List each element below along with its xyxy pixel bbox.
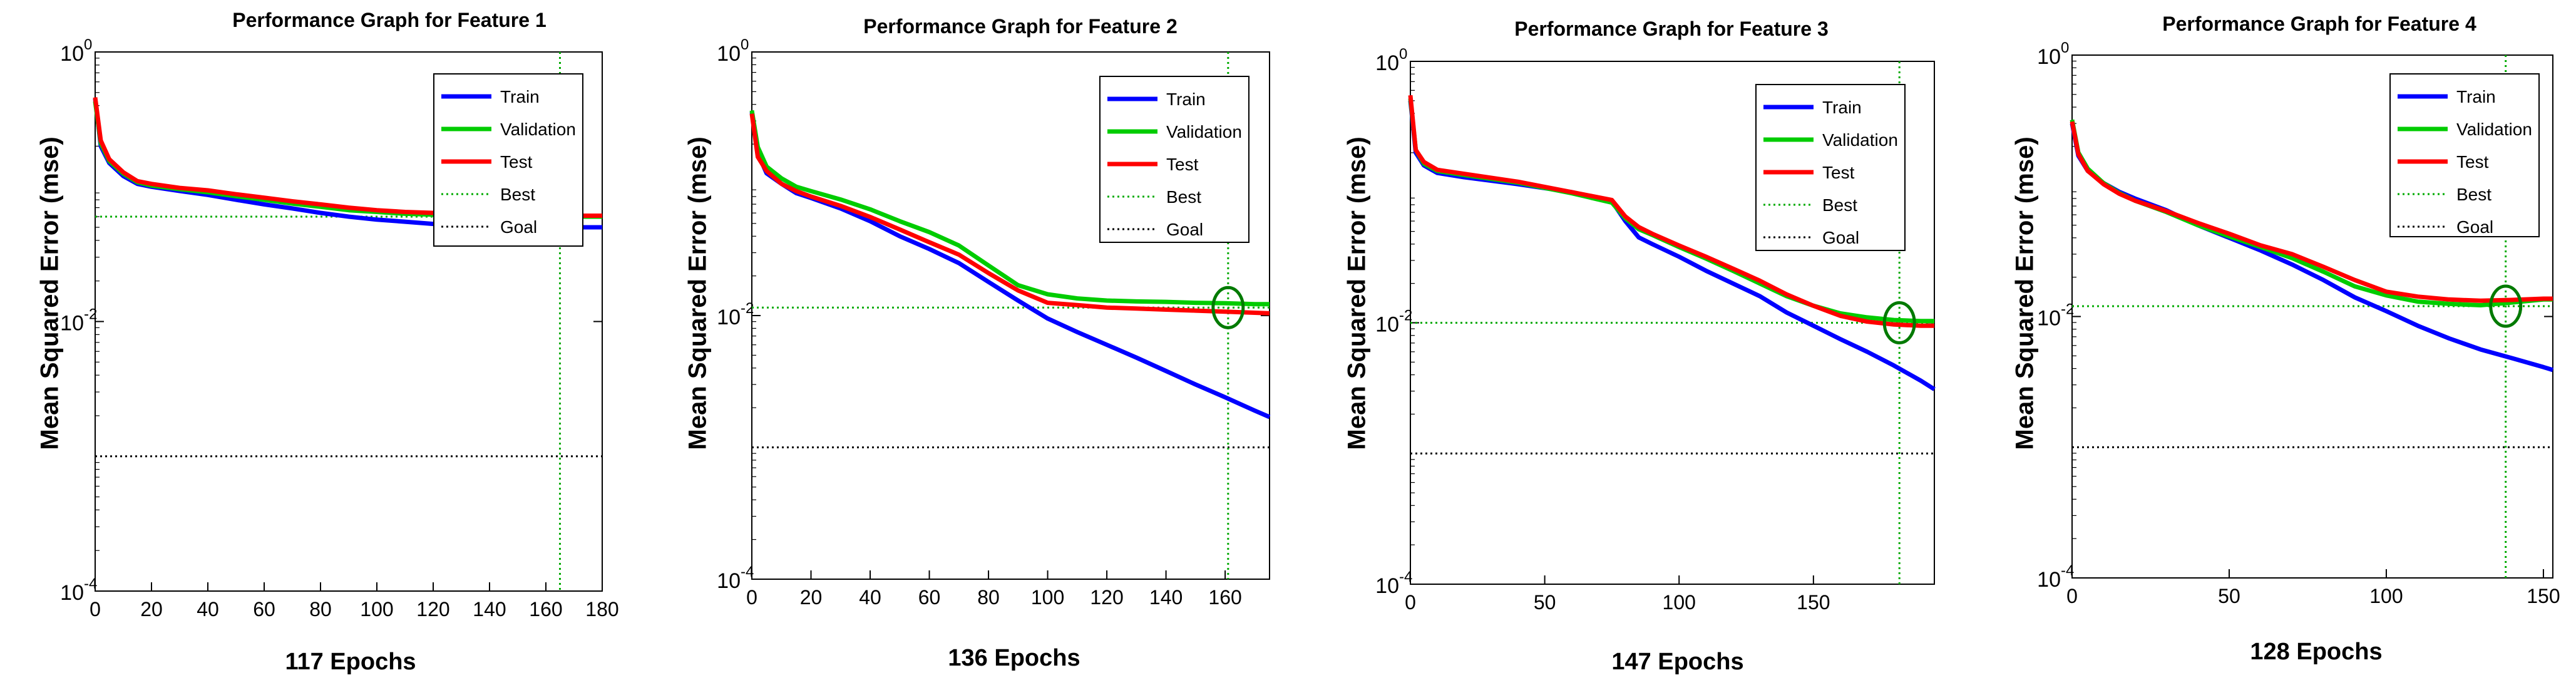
chart-2-legend-label-test: Test [1166, 155, 1199, 174]
chart-2-xtick-label: 140 [1149, 586, 1183, 609]
chart-2-xtick-label: 0 [746, 586, 757, 609]
chart-2-ytick-exponent: 0 [741, 36, 749, 53]
chart-3-ytick-exponent: -4 [1399, 569, 1412, 585]
chart-2-xtick-label: 100 [1031, 586, 1064, 609]
chart-4-title: Performance Graph for Feature 4 [2162, 13, 2476, 35]
chart-3-legend-label-train: Train [1822, 98, 1862, 117]
chart-1-xtick-label: 0 [90, 598, 101, 620]
chart-2-legend [1099, 76, 1250, 243]
chart-1-xtick-label: 140 [473, 598, 506, 620]
chart-1-xtick-label: 60 [253, 598, 275, 620]
chart-4-xtick-label: 0 [2066, 585, 2078, 607]
chart-2-legend-label-best: Best [1166, 187, 1201, 207]
chart-1-xtick-label: 120 [416, 598, 449, 620]
chart-3-ylabel: Mean Squared Error (mse) [1343, 136, 1371, 450]
chart-2-legend-label-validation: Validation [1166, 122, 1242, 142]
chart-3-ytick-label: 10 [1375, 51, 1399, 75]
chart-4-xtick-label: 100 [2369, 585, 2403, 607]
chart-3-ytick-label: 10 [1375, 574, 1399, 598]
chart-2-xtick-label: 80 [977, 586, 1000, 609]
chart-2-xtick-label: 120 [1090, 586, 1123, 609]
chart-2-ytick-exponent: -2 [741, 300, 754, 317]
chart-2-best-marker [1211, 286, 1245, 329]
chart-4-legend-label-test: Test [2456, 152, 2489, 172]
chart-3-legend-label-test: Test [1822, 163, 1855, 182]
chart-1-xlabel: 117 Epochs [285, 649, 416, 675]
chart-3-xlabel: 147 Epochs [1611, 649, 1744, 675]
chart-3-legend-label-goal: Goal [1822, 228, 1859, 247]
chart-3-legend-label-best: Best [1822, 195, 1857, 215]
chart-4-legend-label-validation: Validation [2456, 120, 2532, 139]
chart-3-ytick-exponent: -2 [1399, 307, 1412, 324]
chart-1-ytick-exponent: 0 [84, 36, 92, 53]
chart-3-title: Performance Graph for Feature 3 [1514, 18, 1829, 40]
chart-4-ytick-label: 10 [2037, 568, 2061, 592]
chart-1-ytick-exponent: -4 [84, 575, 97, 592]
chart-2-xlabel: 136 Epochs [948, 645, 1080, 671]
chart-4-legend-label-goal: Goal [2456, 217, 2493, 237]
chart-3-xtick-label: 0 [1405, 591, 1416, 614]
chart-2-xtick-label: 160 [1208, 586, 1241, 609]
chart-1-xtick-label: 80 [309, 598, 332, 620]
chart-2-series-validation [749, 110, 1270, 307]
chart-1-title: Performance Graph for Feature 1 [232, 9, 547, 31]
chart-1-xtick-label: 160 [529, 598, 562, 620]
chart-4-legend [2389, 73, 2540, 237]
chart-3-ytick-exponent: 0 [1399, 46, 1407, 63]
chart-1-legend-label-test: Test [500, 152, 533, 172]
chart-4-legend-label-train: Train [2456, 87, 2496, 106]
chart-2-ytick-label: 10 [717, 42, 741, 66]
chart-2-ytick-label: 10 [717, 306, 741, 329]
chart-1-xtick-label: 20 [140, 598, 163, 620]
chart-3-xtick-label: 100 [1663, 591, 1696, 614]
chart-1-legend-label-best: Best [500, 185, 535, 204]
chart-3-series-test [1408, 95, 1934, 328]
chart-4-ytick-label: 10 [2037, 45, 2061, 69]
chart-4-ytick-label: 10 [2037, 307, 2061, 331]
chart-4-ylabel: Mean Squared Error (mse) [2011, 136, 2039, 450]
chart-4-ytick-exponent: -2 [2061, 301, 2074, 318]
chart-4-xtick-label: 50 [2218, 585, 2240, 607]
chart-1-ytick-label: 10 [60, 581, 84, 605]
chart-4-xlabel: 128 Epochs [2250, 639, 2383, 665]
chart-2-series-test [749, 113, 1270, 316]
chart-3-legend [1755, 84, 1906, 251]
chart-4-ytick-exponent: 0 [2061, 39, 2069, 56]
chart-1-ytick-label: 10 [60, 312, 84, 336]
chart-2-ytick-exponent: -4 [741, 564, 754, 580]
chart-2-xtick-label: 40 [859, 586, 881, 609]
chart-1-ytick-exponent: -2 [84, 306, 97, 323]
chart-1-xtick-label: 100 [360, 598, 393, 620]
chart-4-ytick-exponent: -4 [2061, 562, 2074, 579]
chart-3-xtick-label: 50 [1534, 591, 1556, 614]
chart-1-xtick-label: 180 [585, 598, 618, 620]
chart-2-xtick-label: 20 [800, 586, 823, 609]
chart-4-best-marker [2489, 284, 2523, 328]
chart-4-xtick-label: 150 [2527, 585, 2560, 607]
chart-4-series-test [2070, 121, 2553, 303]
chart-1-xtick-label: 40 [197, 598, 219, 620]
chart-1-legend-label-validation: Validation [500, 120, 576, 139]
chart-4-legend-label-best: Best [2456, 185, 2491, 204]
chart-3-legend-label-validation: Validation [1822, 130, 1898, 150]
chart-1-legend-label-goal: Goal [500, 217, 537, 237]
chart-2-ytick-label: 10 [717, 569, 741, 593]
chart-2-legend-label-goal: Goal [1166, 220, 1203, 239]
chart-1-ytick-label: 10 [60, 42, 84, 66]
chart-3-best-marker [1882, 301, 1916, 344]
chart-2-legend-label-train: Train [1166, 90, 1206, 109]
chart-2-title: Performance Graph for Feature 2 [863, 15, 1178, 38]
chart-3-xtick-label: 150 [1797, 591, 1830, 614]
chart-2-xtick-label: 60 [918, 586, 941, 609]
chart-1-legend-label-train: Train [500, 87, 540, 106]
chart-2-ylabel: Mean Squared Error (mse) [684, 136, 712, 450]
chart-3-ytick-label: 10 [1375, 313, 1399, 337]
